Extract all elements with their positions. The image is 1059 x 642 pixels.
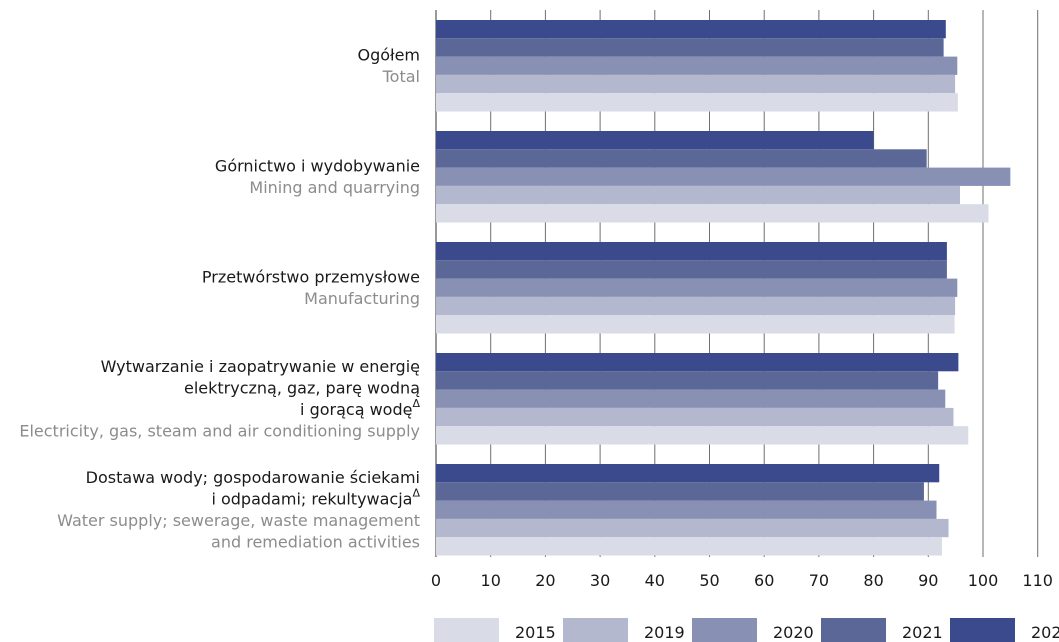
- category-labels: Ogółem Total Górnictwo i wydobywanie Mining…: [19, 46, 420, 552]
- footnote-mark: Δ: [412, 487, 420, 500]
- legend-label-2020: 2020: [773, 623, 814, 642]
- legend-swatch-2022: [950, 618, 1015, 642]
- bar-2020-cat-3: [436, 389, 946, 408]
- bar-2015-cat-3: [436, 426, 969, 445]
- x-tick-label-100: 100: [968, 571, 999, 590]
- x-tick-label-20: 20: [535, 571, 555, 590]
- x-tick-label-70: 70: [809, 571, 829, 590]
- x-tick-label-90: 90: [918, 571, 938, 590]
- bar-2020-cat-1: [436, 167, 1011, 186]
- category-label-en-4-3: and remediation activities: [211, 533, 420, 552]
- bar-2022-cat-0: [436, 20, 946, 39]
- legend-label-2021: 2021: [902, 623, 943, 642]
- bar-2021-cat-4: [436, 482, 924, 501]
- bar-2020-cat-2: [436, 278, 958, 297]
- x-tick-label-30: 30: [590, 571, 610, 590]
- x-tick-label-50: 50: [699, 571, 719, 590]
- bar-2021-cat-3: [436, 371, 939, 390]
- footnote-mark: Δ: [412, 397, 420, 410]
- category-label-en-1-1: Mining and quarrying: [249, 178, 420, 197]
- legend-swatch-2020: [692, 618, 757, 642]
- bar-2022-cat-1: [436, 131, 874, 150]
- x-tick-labels: 0 10 20 30 40 50 60 70 80 90 100 110: [431, 571, 1053, 590]
- legend: 2015 2019 2020 2021 2022: [434, 618, 1059, 642]
- legend-label-2022: 2022: [1031, 623, 1059, 642]
- category-label-pl-4-0: Dostawa wody; gospodarowanie ściekami: [86, 468, 420, 487]
- legend-label-2015: 2015: [515, 623, 556, 642]
- bar-2022-cat-4: [436, 464, 940, 483]
- category-label-pl-3-1: elektryczną, gaz, parę wodną: [184, 379, 420, 398]
- category-label-en-4-2: Water supply; sewerage, waste management: [57, 511, 420, 530]
- legend-swatch-2019: [563, 618, 628, 642]
- category-label-pl-3-2: i gorącą wodęΔ: [300, 397, 420, 419]
- bar-2015-cat-0: [436, 93, 958, 112]
- bar-2019-cat-1: [436, 185, 961, 205]
- x-tick-label-80: 80: [863, 571, 883, 590]
- legend-label-2019: 2019: [644, 623, 685, 642]
- bar-2019-cat-2: [436, 296, 956, 316]
- bar-2019-cat-4: [436, 518, 949, 538]
- category-label-pl-4-1: i odpadami; rekultywacjaΔ: [211, 487, 420, 509]
- category-label-pl-2-0: Przetwórstwo przemysłowe: [202, 268, 420, 287]
- x-tick-label-110: 110: [1022, 571, 1053, 590]
- bar-2015-cat-1: [436, 204, 989, 223]
- legend-swatch-2021: [821, 618, 886, 642]
- x-tick-label-10: 10: [481, 571, 501, 590]
- category-label-pl-0-0: Ogółem: [357, 46, 420, 65]
- bars: [436, 20, 1011, 556]
- bar-2021-cat-2: [436, 260, 947, 279]
- bar-2021-cat-0: [436, 38, 944, 57]
- category-label-pl-1-0: Górnictwo i wydobywanie: [215, 157, 420, 176]
- bar-2022-cat-2: [436, 242, 947, 261]
- bar-2020-cat-0: [436, 56, 958, 75]
- x-tick-label-40: 40: [645, 571, 665, 590]
- bar-2019-cat-3: [436, 407, 954, 427]
- category-label-pl-3-0: Wytwarzanie i zaopatrywanie w energię: [101, 357, 420, 376]
- bar-2022-cat-3: [436, 353, 959, 372]
- bar-2015-cat-2: [436, 315, 955, 334]
- bar-2021-cat-1: [436, 149, 927, 168]
- category-label-en-3-3: Electricity, gas, steam and air conditio…: [19, 422, 420, 441]
- x-tick-label-60: 60: [754, 571, 774, 590]
- bar-2019-cat-0: [436, 74, 956, 94]
- bar-2015-cat-4: [436, 537, 942, 556]
- category-label-en-2-1: Manufacturing: [304, 289, 420, 308]
- bar-2020-cat-4: [436, 500, 937, 519]
- category-label-en-0-1: Total: [382, 67, 420, 86]
- x-tick-label-0: 0: [431, 571, 441, 590]
- legend-swatch-2015: [434, 618, 499, 642]
